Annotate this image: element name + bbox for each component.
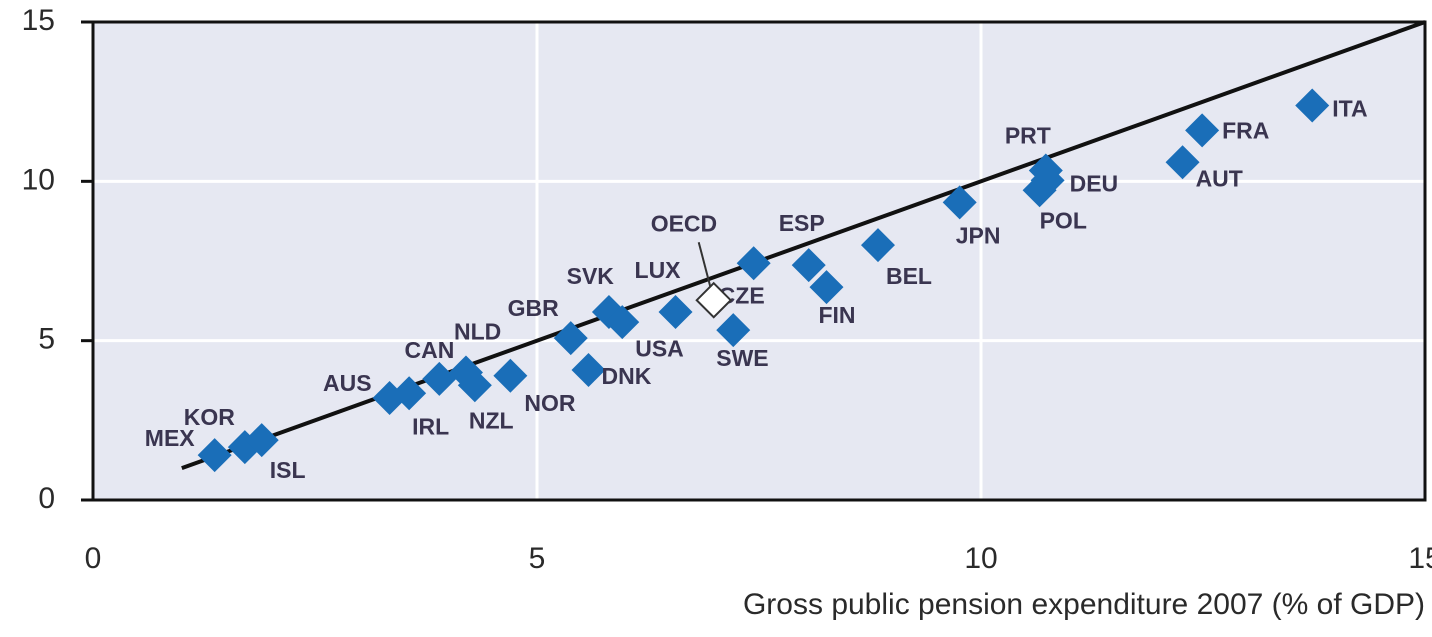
point-label: ESP (779, 210, 825, 236)
point-label: NZL (469, 407, 514, 433)
point-label: IRL (412, 413, 449, 439)
point-label: KOR (184, 404, 236, 430)
point (571, 352, 606, 387)
point-label: DNK (602, 363, 652, 389)
point (553, 321, 588, 356)
y-tick-label: 0 (38, 482, 55, 515)
point (1165, 145, 1200, 180)
x-tick-label: 10 (964, 542, 997, 575)
point-label: ITA (1332, 96, 1367, 122)
point-label: AUT (1196, 165, 1243, 191)
point-label: GBR (508, 295, 560, 321)
point-label: POL (1040, 207, 1087, 233)
point-label: NLD (454, 319, 501, 345)
point-label: SVK (567, 263, 615, 289)
leader-line (697, 241, 712, 289)
plot-frame (91, 20, 1427, 502)
point-label: OECD (651, 210, 717, 236)
point (457, 368, 492, 403)
x-axis-label: Gross public pension expenditure 2007 (%… (743, 588, 1425, 621)
point-label: LUX (635, 257, 682, 283)
point (860, 228, 895, 263)
point-label: FRA (1222, 117, 1269, 143)
y-tick-label: 5 (38, 323, 55, 356)
point (605, 305, 640, 340)
point (716, 313, 751, 348)
point-label: USA (635, 335, 684, 361)
point (1030, 163, 1065, 198)
point (695, 281, 733, 319)
point (392, 376, 427, 411)
point (197, 438, 232, 473)
point (1295, 88, 1330, 123)
point (1185, 113, 1220, 148)
point-label: AUS (323, 370, 372, 396)
point (736, 246, 771, 281)
point (809, 270, 844, 305)
point-label: JPN (956, 222, 1001, 248)
point-label: SWE (716, 345, 768, 371)
x-tick-label: 0 (85, 542, 102, 575)
y-tick-label: 15 (22, 4, 55, 37)
point-label: DEU (1070, 170, 1119, 196)
point-label: ISL (270, 457, 306, 483)
x-tick-label: 5 (529, 542, 546, 575)
point-label: NOR (524, 390, 576, 416)
point (493, 358, 528, 393)
point-label: BEL (886, 263, 932, 289)
x-tick-label: 15 (1408, 542, 1432, 575)
point-label: MEX (145, 425, 196, 451)
point (244, 423, 279, 458)
point-label: FIN (818, 302, 855, 328)
point (422, 361, 457, 396)
point (942, 185, 977, 220)
point-label: CAN (404, 337, 454, 363)
point (658, 294, 693, 329)
point-label: PRT (1005, 123, 1051, 149)
point (791, 248, 826, 283)
y-tick-label: 10 (22, 163, 55, 196)
